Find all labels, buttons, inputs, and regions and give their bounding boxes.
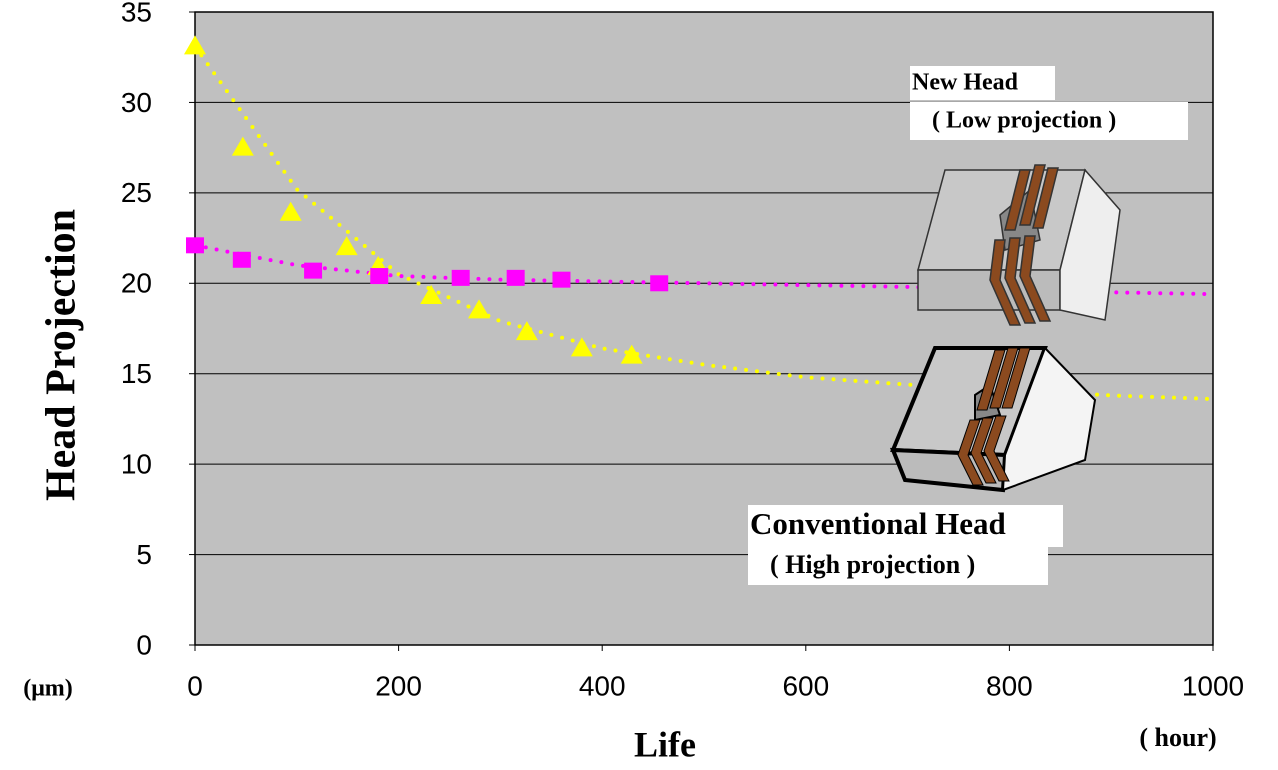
x-tick-label: 800: [986, 670, 1033, 701]
annotation: Conventional Head: [750, 506, 1006, 541]
new-head-icon: [918, 165, 1120, 325]
chart: 0 5 10 15 20 25 30 35 0 200 400 600 800 1000 Head Proj…: [0, 0, 1278, 770]
y-tick-label: 25: [121, 177, 152, 208]
x-tick-label: 600: [782, 670, 829, 701]
x-tick-label: 0: [187, 670, 203, 701]
annotation: ( Low projection ): [932, 108, 1116, 134]
y-tick-label: 35: [121, 0, 152, 27]
square-marker: [507, 270, 525, 286]
annotation: New Head: [912, 70, 1019, 96]
x-tick-label: 400: [579, 670, 626, 701]
x-unit: ( hour): [1139, 723, 1216, 752]
square-marker: [233, 252, 251, 268]
y-axis-title: Head Projection: [39, 209, 85, 501]
y-tick-label: 0: [136, 629, 152, 660]
square-marker: [452, 270, 470, 286]
square-marker: [304, 263, 322, 279]
y-tick-label: 20: [121, 268, 152, 299]
x-axis-title: Life: [634, 724, 696, 764]
x-tick-label: 1000: [1182, 670, 1244, 701]
square-marker: [552, 272, 570, 288]
y-tick-label: 30: [121, 87, 152, 118]
x-tick-label: 200: [375, 670, 422, 701]
annotation: ( High projection ): [770, 550, 975, 579]
square-marker: [186, 237, 204, 253]
y-tick-label: 15: [121, 358, 152, 389]
y-unit: (μm): [23, 676, 73, 702]
square-marker: [650, 275, 668, 291]
y-tick-label: 5: [136, 539, 152, 570]
square-marker: [370, 268, 388, 284]
y-tick-label: 10: [121, 449, 152, 480]
